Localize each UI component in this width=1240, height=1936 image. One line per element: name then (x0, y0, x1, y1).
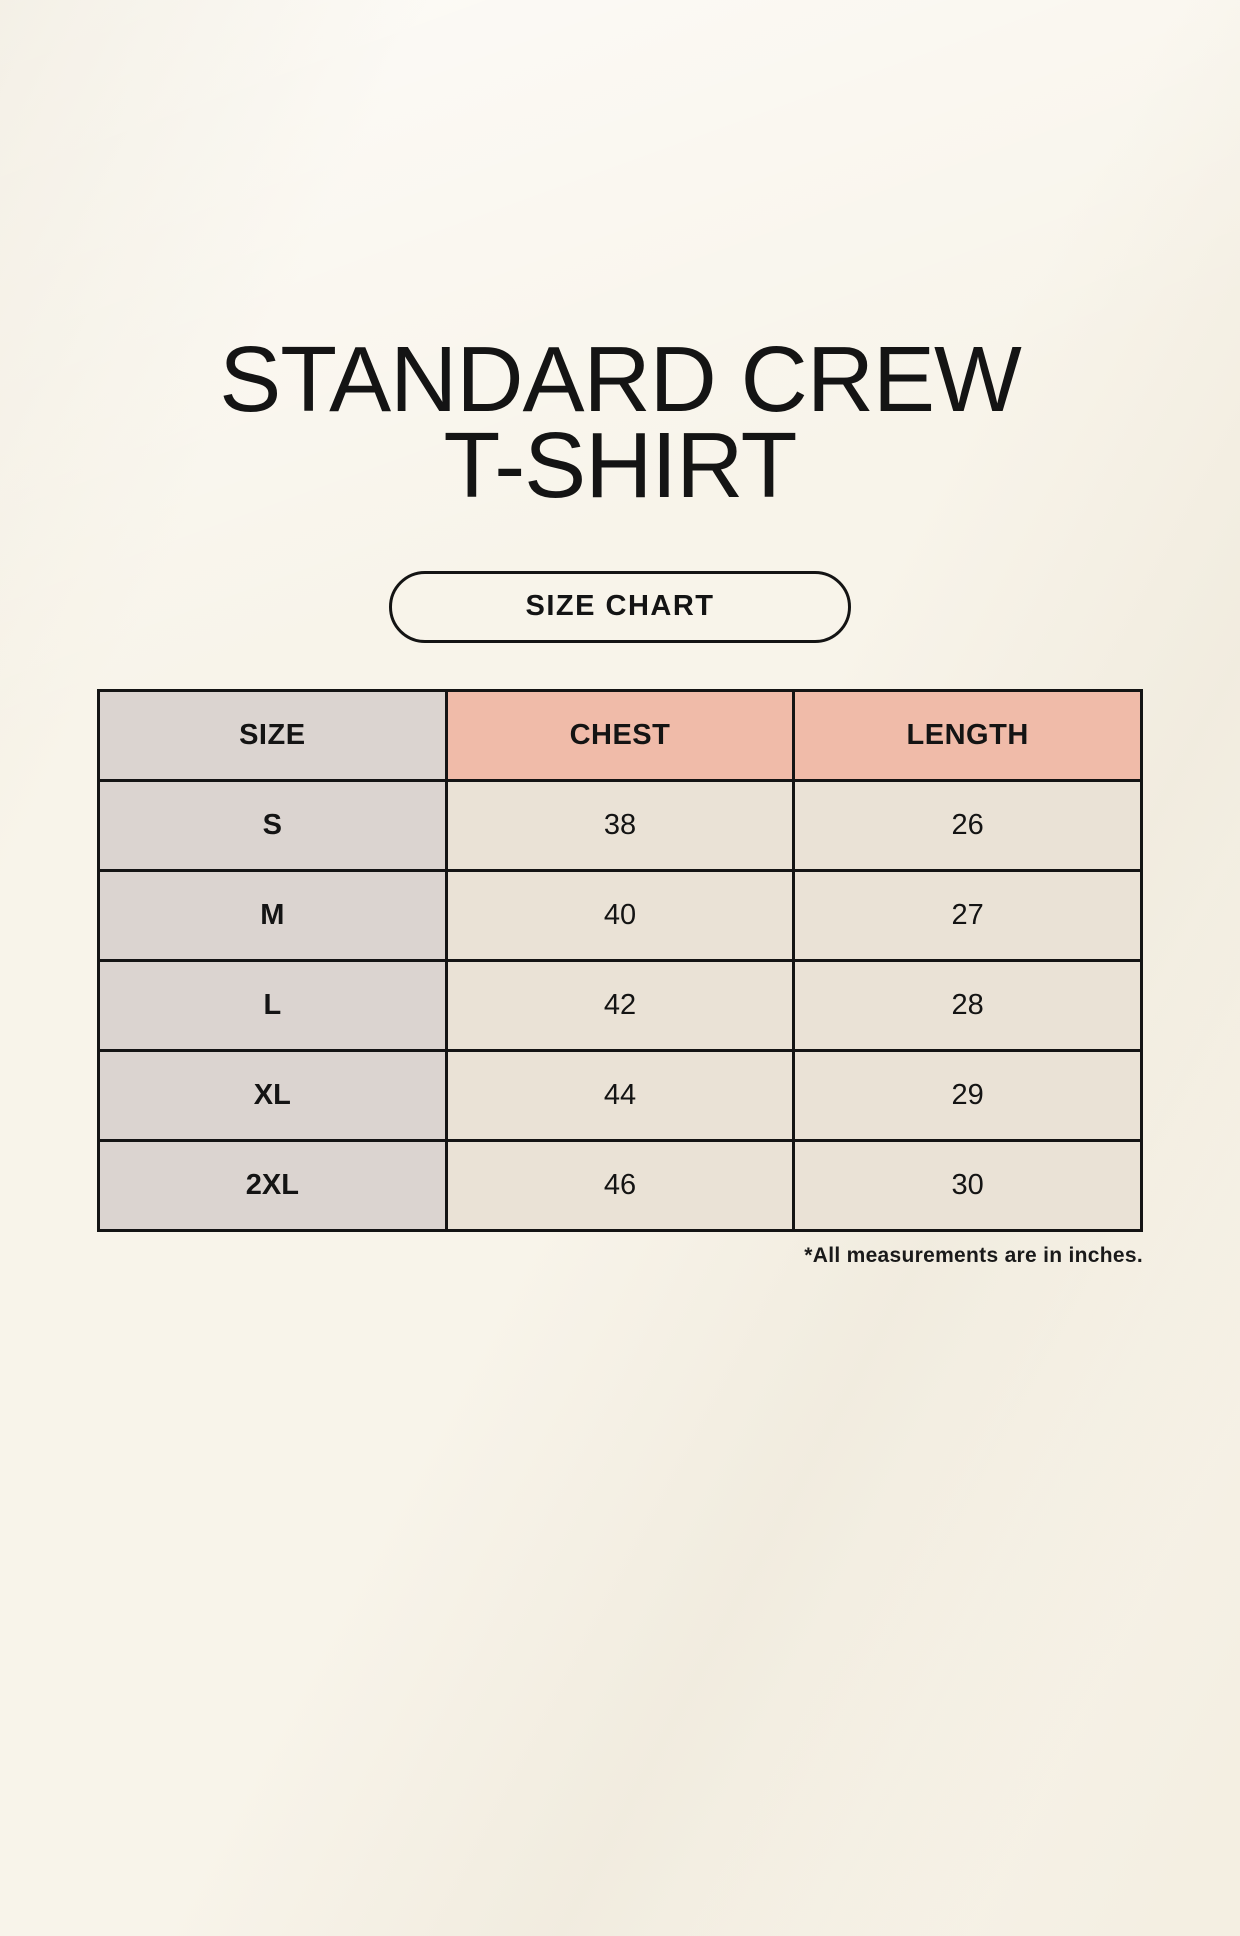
length-cell: 26 (792, 778, 1143, 872)
size-chart-infographic: STANDARD CREW T-SHIRT SIZE CHART SIZE CH… (0, 327, 1240, 1936)
length-cell: 28 (792, 958, 1143, 1052)
table-header-row: SIZE CHEST LENGTH (97, 688, 1143, 782)
table-row: M 40 27 (97, 868, 1143, 962)
column-header-length: LENGTH (792, 688, 1143, 782)
table-row: XL 44 29 (97, 1048, 1143, 1142)
page-title: STANDARD CREW T-SHIRT (0, 327, 1240, 518)
length-cell: 30 (792, 1138, 1143, 1232)
length-cell: 27 (792, 868, 1143, 962)
chest-cell: 42 (444, 958, 796, 1052)
measurements-footnote: *All measurements are in inches. (804, 1243, 1143, 1267)
page-title-line-1: STANDARD CREW (219, 327, 1022, 431)
column-header-chest: CHEST (444, 688, 796, 782)
page-title-line-2: T-SHIRT (443, 413, 798, 518)
chest-cell: 38 (444, 778, 796, 872)
chest-cell: 44 (444, 1048, 796, 1142)
size-cell: L (97, 958, 448, 1052)
chest-cell: 46 (444, 1138, 796, 1232)
size-cell: 2XL (97, 1138, 448, 1232)
size-chart-button[interactable]: SIZE CHART (389, 570, 851, 643)
size-chart-button-label: SIZE CHART (525, 590, 715, 623)
size-cell: S (97, 778, 448, 872)
table-row: S 38 26 (97, 778, 1143, 872)
size-cell: XL (97, 1048, 448, 1142)
size-cell: M (97, 868, 448, 962)
chest-cell: 40 (444, 868, 796, 962)
column-header-size: SIZE (97, 688, 448, 782)
length-cell: 29 (792, 1048, 1143, 1142)
table-row: L 42 28 (97, 958, 1143, 1052)
table-row: 2XL 46 30 (97, 1138, 1143, 1232)
size-table: SIZE CHEST LENGTH S 38 26 M 40 27 L 42 2… (97, 688, 1143, 1232)
